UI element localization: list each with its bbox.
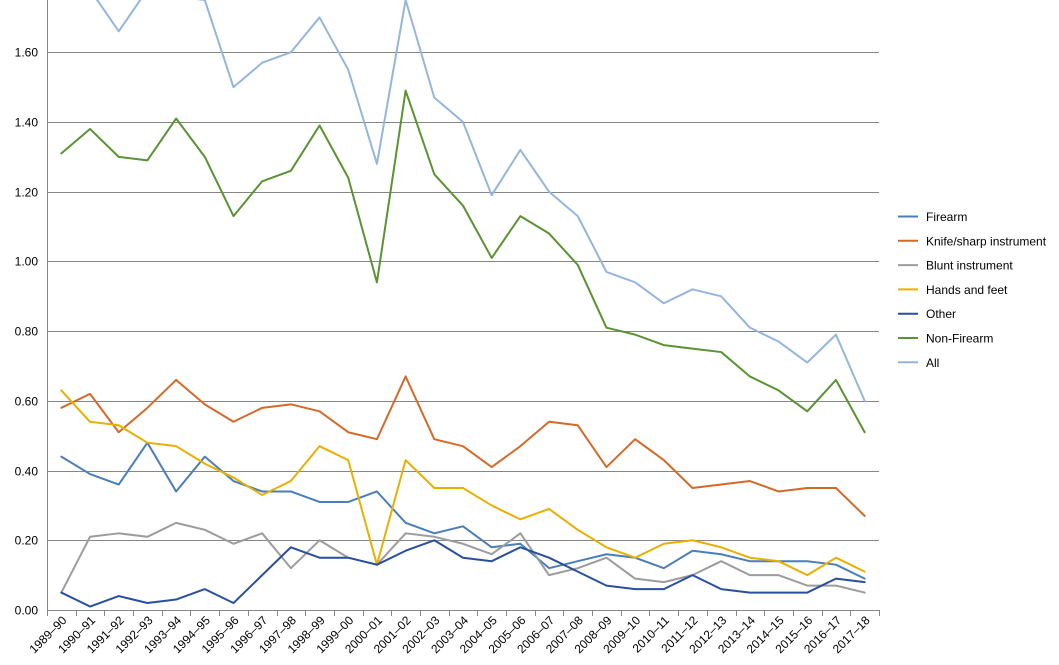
axes xyxy=(47,0,880,616)
legend-label: Other xyxy=(926,307,956,321)
y-tick-label: 1.20 xyxy=(15,186,39,200)
y-tick-label: 1.00 xyxy=(15,255,39,269)
series-lines xyxy=(60,0,866,608)
series-line-all xyxy=(95,0,866,402)
legend-label: Firearm xyxy=(926,210,967,224)
y-tick-label: 0.40 xyxy=(15,465,39,479)
series-line-hands-and-feet xyxy=(60,389,866,577)
legend-label: Blunt instrument xyxy=(926,259,1013,273)
y-tick-label: 0.00 xyxy=(15,604,39,618)
legend-label: Hands and feet xyxy=(926,283,1008,297)
y-tick-label: 1.40 xyxy=(15,116,39,130)
legend-label: All xyxy=(926,356,939,370)
series-line-knife-sharp-instrument xyxy=(60,375,866,517)
legend: Firearm Knife/sharp instrument Blunt instr… xyxy=(898,210,1047,370)
y-tick-label: 0.60 xyxy=(15,395,39,409)
series-line-firearm xyxy=(60,441,866,580)
y-tick-label: 0.20 xyxy=(15,534,39,548)
series-line-other xyxy=(60,539,866,608)
y-tick-label: 1.60 xyxy=(15,46,39,60)
legend-label: Non-Firearm xyxy=(926,332,993,346)
y-tick-label: 0.80 xyxy=(15,325,39,339)
legend-label: Knife/sharp instrument xyxy=(926,234,1047,248)
x-axis-tick-labels: 1989–901990–911991–921992–931993–941994–… xyxy=(27,613,873,656)
gridlines xyxy=(47,52,879,541)
series-line-non-firearm xyxy=(60,89,866,434)
y-axis-tick-labels: 0.00 0.20 0.40 0.60 0.80 1.00 1.20 1.40 1.60 xyxy=(15,46,39,618)
series-line-blunt-instrument xyxy=(60,521,866,594)
